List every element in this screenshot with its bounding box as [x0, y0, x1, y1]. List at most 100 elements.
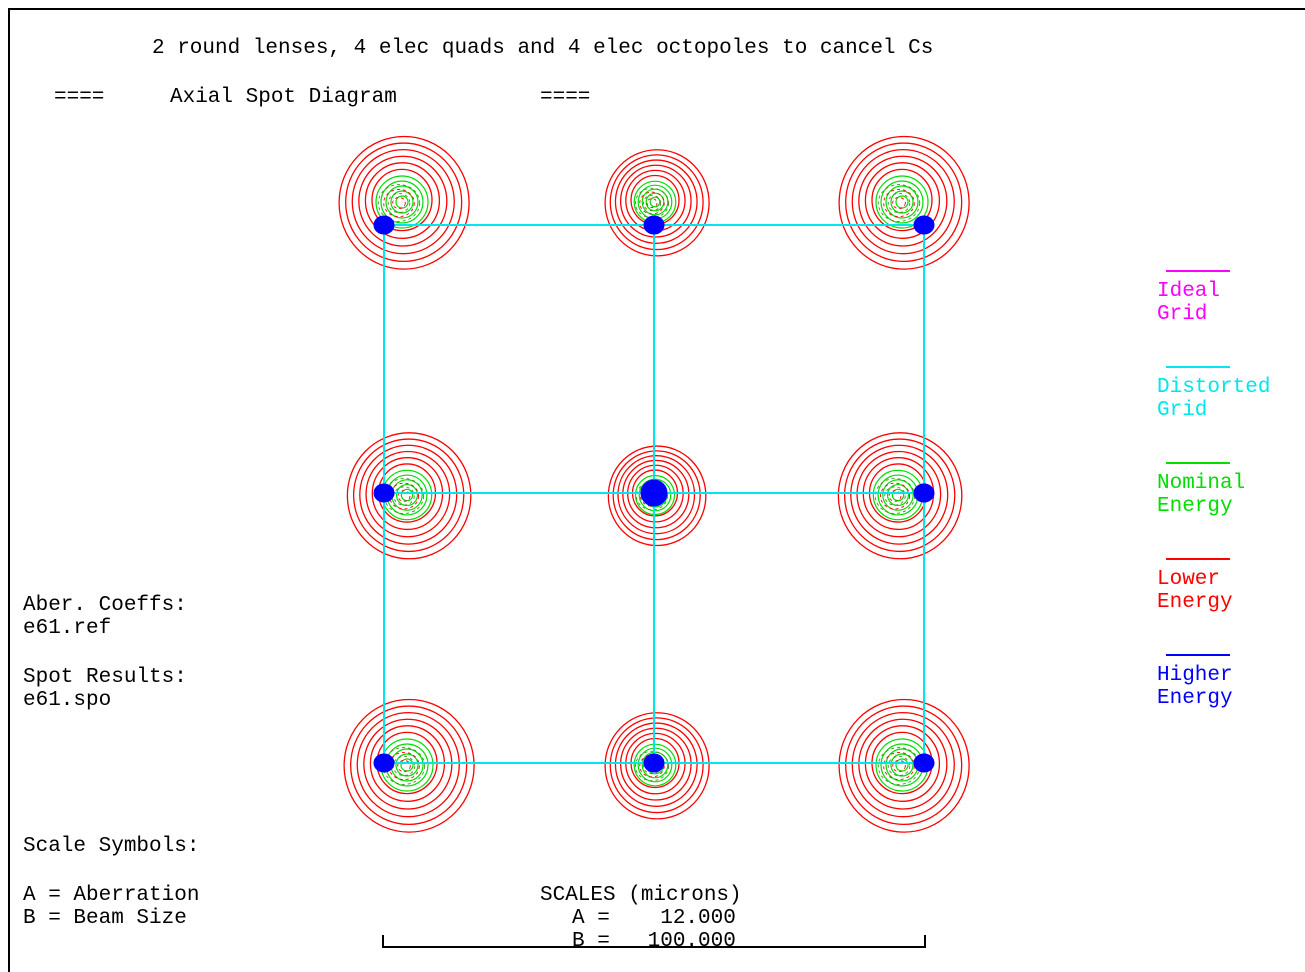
subtitle-right-marks: ==== — [540, 86, 591, 109]
lower-energy-contour — [619, 727, 692, 801]
lower-energy-contour — [845, 142, 963, 263]
legend-swatch-4 — [1166, 558, 1230, 560]
legend-swatch-1 — [1166, 270, 1230, 272]
lower-energy-contour — [858, 155, 948, 247]
spot-2 — [604, 149, 710, 257]
high-energy-centers — [373, 215, 935, 773]
scale-symbols-label: Scale Symbols: — [23, 835, 200, 858]
legend-label-1-line2: Grid — [1157, 303, 1208, 326]
scales-heading: SCALES (microns) — [540, 884, 742, 907]
nominal-energy-contour — [395, 753, 419, 777]
lower-energy-contour — [338, 135, 470, 270]
core-contour — [892, 759, 906, 773]
core-contour — [884, 486, 906, 506]
higher-energy-spot — [373, 483, 395, 503]
nominal-energy-contour — [891, 488, 905, 502]
nominal-energy-contour — [385, 185, 419, 219]
nominal-energy-contour — [390, 190, 414, 214]
legend-label-5-line2: Energy — [1157, 687, 1233, 710]
nominal-energy-contour — [380, 180, 424, 224]
lower-energy-contour — [609, 154, 704, 251]
lower-energy-contour — [345, 142, 463, 263]
legend-label-2-line1: Distorted — [1157, 376, 1271, 399]
core-contour — [887, 192, 911, 214]
spot-9 — [838, 698, 970, 833]
scale-a-value: A = 12.000 — [572, 907, 736, 930]
diagram-title: 2 round lenses, 4 elec quads and 4 elec … — [152, 37, 934, 60]
lower-energy-contour — [871, 168, 933, 232]
lower-energy-contour — [617, 455, 696, 535]
core-contour — [397, 490, 411, 502]
lower-energy-contour — [371, 168, 433, 232]
nominal-energy-contour — [890, 753, 914, 777]
lower-energy-contour — [843, 438, 956, 553]
core-contour — [392, 196, 406, 210]
subtitle-label: Axial Spot Diagram — [170, 86, 397, 109]
nominal-energy-contour — [890, 190, 914, 214]
lower-energy-contour — [364, 162, 441, 239]
spot-results-file: e61.spo — [23, 689, 112, 712]
lower-energy-contour — [850, 444, 949, 545]
nominal-energy-contour — [880, 180, 924, 224]
core-contour — [887, 755, 911, 777]
legend-label-3-line1: Nominal — [1157, 472, 1246, 495]
core-contour — [383, 478, 425, 514]
spot-3 — [838, 135, 970, 270]
nominal-energy-contour — [649, 196, 661, 208]
core-contour — [397, 759, 411, 773]
lower-energy-contour — [363, 718, 453, 810]
lower-energy-contour — [351, 149, 455, 255]
core-contour — [880, 482, 910, 510]
core-contour — [383, 188, 415, 218]
higher-energy-spot — [373, 753, 395, 773]
symbol-a-description: A = Aberration — [23, 884, 200, 907]
lower-energy-contour — [350, 705, 468, 826]
lower-energy-contour — [864, 162, 941, 239]
nominal-energy-contour — [875, 175, 929, 229]
higher-energy-spot — [640, 479, 668, 507]
lower-energy-contour — [858, 718, 948, 810]
spot-6 — [837, 432, 963, 560]
core-contour — [387, 192, 411, 214]
lower-energy-contour — [604, 712, 710, 820]
nominal-energy-contour — [641, 188, 669, 216]
lower-energy-contour — [851, 712, 955, 818]
scale-bar — [382, 935, 926, 948]
nominal-energy-contour — [375, 175, 429, 229]
higher-energy-spot — [373, 215, 395, 235]
lower-energy-contour — [838, 698, 970, 833]
spot-4 — [346, 432, 472, 560]
core-contour — [642, 194, 662, 212]
lower-energy-contour — [358, 155, 448, 247]
lower-energy-contour — [837, 432, 963, 560]
core-contour — [634, 750, 670, 782]
lower-energy-contour — [359, 444, 458, 545]
nominal-energy-contour — [645, 192, 665, 212]
core-contour — [883, 188, 915, 218]
nominal-energy-contour — [886, 483, 910, 507]
legend-label-4-line2: Energy — [1157, 591, 1233, 614]
lower-energy-contour — [845, 705, 963, 826]
core-contour — [888, 490, 902, 502]
legend-label-1-line1: Ideal — [1157, 280, 1221, 303]
core-contour — [646, 198, 658, 208]
symbol-b-description: B = Beam Size — [23, 907, 187, 930]
legend-swatch-2 — [1166, 366, 1230, 368]
higher-energy-spot — [913, 483, 935, 503]
lower-energy-contour — [619, 164, 692, 238]
legend-label-2-line2: Grid — [1157, 399, 1208, 422]
lower-energy-contour — [856, 450, 942, 538]
core-contour — [388, 751, 420, 781]
nominal-energy-contour — [395, 483, 419, 507]
plot-border — [8, 8, 1305, 972]
higher-energy-spot — [913, 753, 935, 773]
lower-energy-contour — [838, 135, 970, 270]
subtitle-left-marks: ==== — [54, 86, 105, 109]
lower-energy-contour — [365, 450, 451, 538]
legend-label-4-line1: Lower — [1157, 568, 1221, 591]
higher-energy-spot — [643, 753, 665, 773]
lower-energy-contour — [346, 432, 472, 560]
lower-energy-contour — [609, 717, 704, 814]
lower-energy-contour — [614, 159, 698, 244]
